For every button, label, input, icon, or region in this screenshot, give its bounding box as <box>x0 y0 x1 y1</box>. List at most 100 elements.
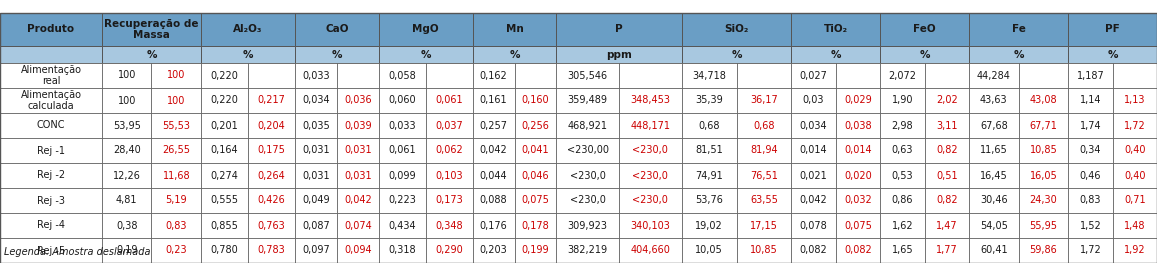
Bar <box>968 46 1068 63</box>
Bar <box>426 163 473 188</box>
Bar <box>968 13 1068 46</box>
Text: 0,097: 0,097 <box>302 245 330 255</box>
Bar <box>378 213 426 238</box>
Text: Produto: Produto <box>28 24 74 34</box>
Text: PF: PF <box>1105 24 1120 34</box>
Text: 0,034: 0,034 <box>799 120 827 130</box>
Text: 0,031: 0,031 <box>302 145 330 155</box>
Bar <box>515 213 557 238</box>
Bar <box>201 238 248 263</box>
Bar <box>1018 213 1068 238</box>
Bar <box>201 213 248 238</box>
Text: 0,264: 0,264 <box>258 170 286 180</box>
Text: 305,546: 305,546 <box>568 70 607 80</box>
Bar <box>0 163 102 188</box>
Text: 1,13: 1,13 <box>1125 95 1145 105</box>
Text: 0,058: 0,058 <box>389 70 417 80</box>
Text: Rej -3: Rej -3 <box>37 195 65 205</box>
Text: P: P <box>616 24 622 34</box>
Text: 0,71: 0,71 <box>1123 195 1145 205</box>
Bar <box>426 113 473 138</box>
Text: 0,078: 0,078 <box>799 220 827 230</box>
Text: 348,453: 348,453 <box>631 95 670 105</box>
Text: 0,173: 0,173 <box>435 195 463 205</box>
Text: Rej -4: Rej -4 <box>37 220 65 230</box>
Text: 0,783: 0,783 <box>258 245 286 255</box>
Bar <box>201 46 295 63</box>
Text: 0,348: 0,348 <box>435 220 463 230</box>
Bar <box>880 113 924 138</box>
Bar <box>152 238 201 263</box>
Bar <box>1018 163 1068 188</box>
Text: 0,40: 0,40 <box>1125 145 1145 155</box>
Bar <box>515 238 557 263</box>
Bar <box>248 113 295 138</box>
Text: 1,90: 1,90 <box>892 95 913 105</box>
Bar <box>791 113 835 138</box>
Bar <box>201 188 248 213</box>
Text: 0,074: 0,074 <box>344 220 371 230</box>
Text: 1,62: 1,62 <box>892 220 913 230</box>
Bar <box>473 88 515 113</box>
Bar <box>426 238 473 263</box>
Text: 19,02: 19,02 <box>695 220 723 230</box>
Text: Rej -5: Rej -5 <box>37 245 65 255</box>
Bar <box>248 63 295 88</box>
Bar <box>295 13 378 46</box>
Text: 81,51: 81,51 <box>695 145 723 155</box>
Bar <box>835 163 880 188</box>
Text: <230,0: <230,0 <box>633 195 669 205</box>
Bar <box>337 238 378 263</box>
Text: 0,176: 0,176 <box>480 220 508 230</box>
Bar <box>378 163 426 188</box>
Bar <box>152 213 201 238</box>
Bar <box>681 213 737 238</box>
Bar <box>201 163 248 188</box>
Text: 1,14: 1,14 <box>1079 95 1101 105</box>
Text: 0,82: 0,82 <box>936 145 958 155</box>
Bar <box>681 138 737 163</box>
Bar <box>1068 188 1113 213</box>
Text: 0,041: 0,041 <box>522 145 550 155</box>
Bar <box>619 213 681 238</box>
Text: 0,82: 0,82 <box>936 195 958 205</box>
Text: 0,029: 0,029 <box>845 95 872 105</box>
Text: 0,031: 0,031 <box>344 145 371 155</box>
Text: 100: 100 <box>167 95 185 105</box>
Bar <box>473 13 557 46</box>
Text: Fe: Fe <box>1011 24 1025 34</box>
Text: Al₂O₃: Al₂O₃ <box>234 24 263 34</box>
Text: 0,021: 0,021 <box>799 170 827 180</box>
Text: 34,718: 34,718 <box>692 70 727 80</box>
Bar <box>337 163 378 188</box>
Bar <box>337 63 378 88</box>
Bar <box>378 188 426 213</box>
Bar <box>880 88 924 113</box>
Bar <box>1018 238 1068 263</box>
Bar <box>473 63 515 88</box>
Bar <box>0 13 102 46</box>
Bar <box>924 213 968 238</box>
Bar <box>1068 113 1113 138</box>
Text: Alimentação
real: Alimentação real <box>21 65 81 86</box>
Bar <box>248 88 295 113</box>
Text: 2,98: 2,98 <box>892 120 913 130</box>
Bar <box>557 113 619 138</box>
Text: 0,83: 0,83 <box>165 220 187 230</box>
Bar <box>880 238 924 263</box>
Bar <box>102 63 152 88</box>
Bar <box>201 113 248 138</box>
Bar <box>1113 163 1157 188</box>
Bar <box>378 113 426 138</box>
Text: 11,65: 11,65 <box>980 145 1008 155</box>
Text: 0,035: 0,035 <box>302 120 330 130</box>
Bar <box>1068 13 1157 46</box>
Bar <box>152 138 201 163</box>
Text: Rej -2: Rej -2 <box>37 170 65 180</box>
Text: 100: 100 <box>118 95 135 105</box>
Text: <230,0: <230,0 <box>633 170 669 180</box>
Text: 382,219: 382,219 <box>568 245 607 255</box>
Text: 0,780: 0,780 <box>211 245 238 255</box>
Text: 0,46: 0,46 <box>1079 170 1101 180</box>
Text: 0,087: 0,087 <box>302 220 330 230</box>
